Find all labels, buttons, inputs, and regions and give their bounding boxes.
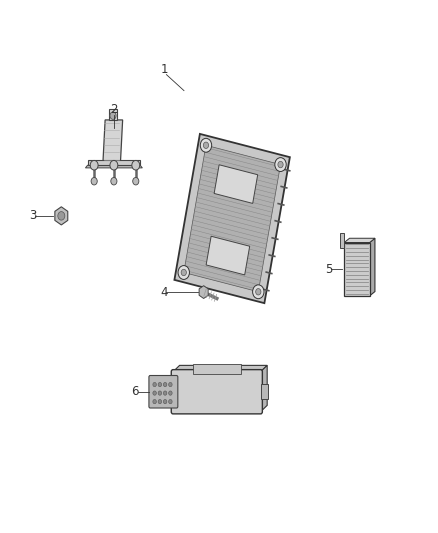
Circle shape — [178, 265, 190, 279]
Circle shape — [163, 391, 167, 395]
FancyBboxPatch shape — [171, 370, 262, 414]
Polygon shape — [55, 207, 68, 225]
Circle shape — [256, 288, 261, 295]
Text: 4: 4 — [160, 286, 168, 298]
Text: 2: 2 — [110, 103, 118, 116]
Circle shape — [200, 139, 212, 152]
Text: 1: 1 — [160, 63, 168, 76]
Circle shape — [203, 142, 208, 149]
Circle shape — [58, 212, 65, 220]
Circle shape — [153, 391, 156, 395]
Polygon shape — [344, 238, 375, 243]
Bar — [261, 384, 268, 399]
Polygon shape — [370, 238, 375, 296]
Text: 3: 3 — [29, 209, 36, 222]
Circle shape — [253, 285, 264, 298]
Bar — [344, 243, 370, 296]
Polygon shape — [261, 366, 267, 411]
Polygon shape — [85, 165, 142, 168]
Polygon shape — [214, 165, 258, 204]
Polygon shape — [340, 233, 344, 248]
Bar — [193, 365, 241, 374]
Circle shape — [91, 177, 97, 185]
Polygon shape — [184, 146, 280, 292]
Circle shape — [169, 383, 172, 387]
Circle shape — [110, 160, 118, 170]
Circle shape — [90, 160, 98, 170]
Circle shape — [153, 400, 156, 404]
Circle shape — [181, 269, 187, 276]
Circle shape — [158, 383, 162, 387]
Polygon shape — [199, 286, 208, 298]
Polygon shape — [109, 109, 117, 120]
Circle shape — [163, 383, 167, 387]
Circle shape — [111, 177, 117, 185]
Polygon shape — [103, 120, 123, 163]
Circle shape — [169, 400, 172, 404]
Text: 6: 6 — [131, 385, 139, 398]
Polygon shape — [174, 134, 290, 303]
Bar — [165, 384, 173, 399]
Circle shape — [133, 177, 139, 185]
Circle shape — [110, 112, 116, 119]
FancyBboxPatch shape — [149, 375, 178, 408]
Circle shape — [169, 391, 172, 395]
Circle shape — [153, 383, 156, 387]
Polygon shape — [206, 236, 250, 275]
Circle shape — [132, 160, 140, 170]
Circle shape — [278, 161, 283, 168]
Circle shape — [275, 158, 286, 172]
Text: 5: 5 — [325, 263, 332, 276]
Circle shape — [158, 400, 162, 404]
Polygon shape — [173, 366, 267, 372]
Circle shape — [158, 391, 162, 395]
Circle shape — [163, 400, 167, 404]
Polygon shape — [88, 160, 140, 165]
